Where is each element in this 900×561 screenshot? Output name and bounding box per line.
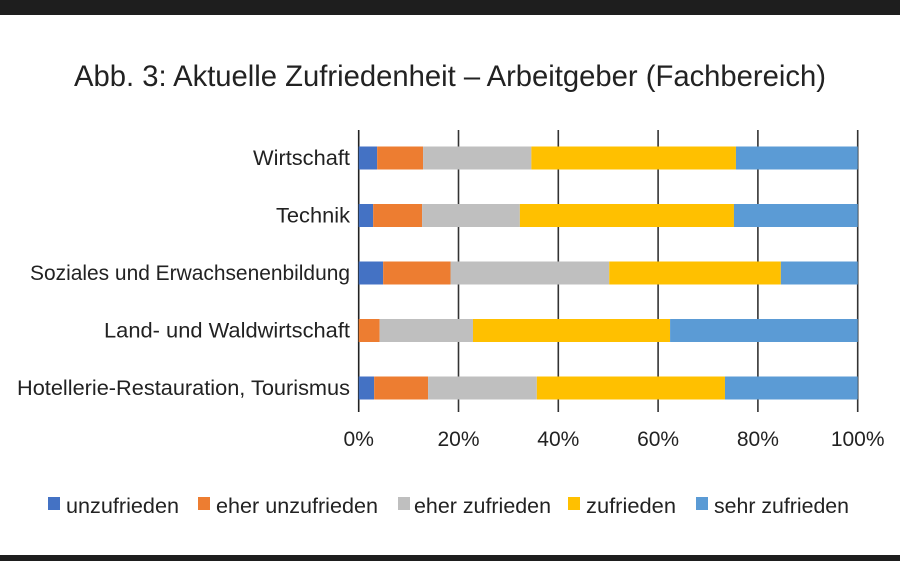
x-tick-label: 100% — [831, 428, 885, 451]
bar-segment — [609, 261, 781, 285]
bar-segment — [422, 204, 520, 227]
bottom-frame-band — [0, 555, 900, 561]
legend-label: eher zufrieden — [414, 495, 551, 518]
bar-segment — [423, 146, 532, 170]
category-label: Technik — [276, 205, 351, 228]
bar-segment — [358, 146, 378, 170]
legend-label: zufrieden — [586, 495, 676, 518]
bar-segment — [358, 261, 384, 285]
bar-segment — [724, 376, 858, 400]
bar-segment — [450, 261, 610, 285]
bar-segment — [472, 319, 671, 342]
category-label: Soziales und Erwachsenenbildung — [30, 262, 350, 285]
bar-segment — [358, 376, 375, 400]
x-tick-label: 20% — [437, 428, 479, 451]
bar-segment — [780, 261, 858, 285]
bar-segment — [428, 376, 537, 400]
legend-label: unzufrieden — [66, 495, 179, 518]
legend-label: sehr zufrieden — [714, 495, 849, 518]
x-tick-label: 40% — [537, 428, 579, 451]
bar-segment — [358, 319, 380, 342]
bar-segment — [733, 204, 858, 227]
legend-swatch — [568, 497, 580, 510]
bar-segment — [519, 204, 734, 227]
bar-segment — [374, 376, 429, 400]
x-tick-label: 80% — [737, 428, 779, 451]
legend-swatch — [48, 497, 60, 510]
bar-segment — [383, 261, 451, 285]
x-tick-label: 0% — [344, 428, 374, 451]
legend-label: eher unzufrieden — [216, 495, 378, 518]
legend-swatch — [398, 497, 410, 510]
bar-segment — [377, 146, 424, 170]
category-label: Hotellerie-Restauration, Tourismus — [17, 377, 350, 400]
bar-segment — [531, 146, 736, 170]
bar-segment — [358, 204, 374, 227]
category-label: Land- und Waldwirtschaft — [104, 320, 350, 343]
category-label: Wirtschaft — [253, 147, 350, 170]
bar-segment — [670, 319, 858, 342]
bar-segment — [735, 146, 858, 170]
bar-segment — [373, 204, 423, 227]
top-frame-band — [0, 0, 900, 15]
x-tick-label: 60% — [637, 428, 679, 451]
legend-swatch — [696, 497, 708, 510]
bar-segment — [536, 376, 725, 400]
legend-swatch — [198, 497, 210, 510]
chart-title: Abb. 3: Aktuelle Zufriedenheit – Arbeitg… — [74, 60, 826, 93]
bar-segment — [379, 319, 473, 342]
